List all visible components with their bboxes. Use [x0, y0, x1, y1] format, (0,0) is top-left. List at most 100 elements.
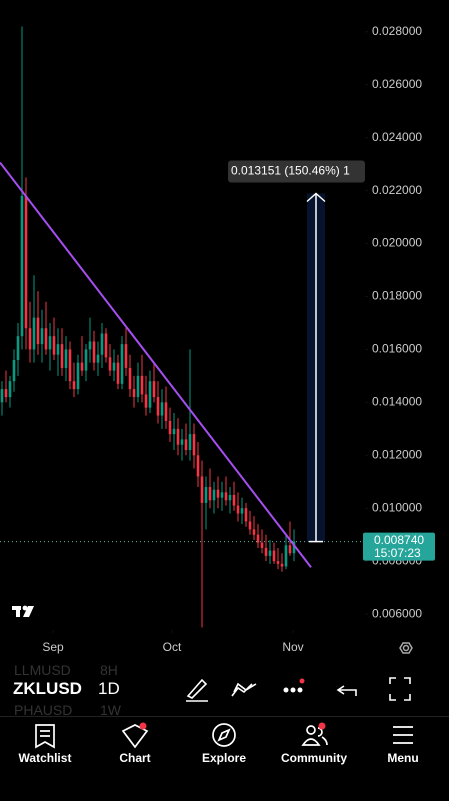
candle-body [100, 333, 104, 355]
bottom-nav: Watchlist Chart Explore Community Menu [0, 716, 449, 801]
candle-body [176, 428, 180, 445]
measure-label: 0.013151 (150.46%) 1 [231, 164, 350, 178]
nav-label[interactable]: Chart [119, 751, 151, 765]
candle-body [272, 550, 276, 562]
candle-body [112, 362, 116, 371]
candle-body [56, 344, 60, 355]
y-tick-label: 0.006000 [372, 606, 422, 620]
candle-body [232, 495, 236, 506]
candle-body [280, 563, 284, 567]
candle-body [220, 492, 224, 498]
candle-body [252, 529, 256, 535]
candle-body [28, 328, 32, 350]
logo [12, 605, 34, 617]
candle-body [120, 344, 124, 384]
candle-body [4, 389, 8, 398]
candle-body [80, 362, 84, 371]
explore-icon[interactable] [212, 723, 236, 747]
candle-body [248, 521, 252, 530]
y-tick-label: 0.014000 [372, 395, 422, 409]
candle-body [268, 550, 272, 556]
candle-body [192, 434, 196, 456]
candle-body [204, 487, 208, 503]
measure-head [306, 192, 326, 203]
candle-body [104, 333, 108, 358]
candle-body [180, 439, 184, 445]
candle-body [288, 545, 292, 554]
ghost-symbol: PHAUSD [14, 702, 73, 718]
candle-body [116, 362, 120, 384]
chart: 0.0060000.0080000.0100000.0120000.014000… [0, 24, 435, 654]
candle-body [208, 487, 212, 501]
candle-body [160, 402, 164, 416]
candle-body [64, 349, 68, 368]
candle-body [88, 341, 92, 350]
candle-body [228, 495, 232, 501]
ghost-interval: 1W [100, 702, 121, 718]
y-tick-label: 0.020000 [372, 236, 422, 250]
y-tick-label: 0.028000 [372, 24, 422, 38]
candle-body [284, 545, 288, 567]
candle-body [124, 344, 128, 368]
price-tag-label: 0.008740 [374, 533, 424, 547]
interval[interactable]: 1D [98, 679, 120, 698]
candle-body [200, 476, 204, 503]
symbol[interactable]: ZKLUSD [13, 679, 82, 698]
more-icon[interactable] [283, 678, 305, 693]
y-tick-label: 0.016000 [372, 342, 422, 356]
candle-body [148, 381, 152, 408]
candle-body [236, 505, 240, 514]
trendline [0, 161, 312, 568]
indicator-icon[interactable] [231, 682, 257, 697]
watchlist-icon[interactable] [35, 724, 55, 749]
settings-icon[interactable] [399, 642, 413, 654]
candle-body [256, 534, 260, 543]
candle-body [52, 336, 56, 355]
toolbar: LLMUSD 8H PHAUSD 1W ZKLUSD 1D [0, 662, 449, 718]
candle-body [68, 349, 72, 382]
candle-body [48, 336, 52, 350]
candle-body [16, 336, 20, 360]
undo-icon[interactable] [336, 685, 357, 696]
nav-icons [35, 722, 413, 749]
candle-body [132, 389, 136, 398]
x-tick-label: Oct [163, 640, 182, 654]
candle-body [24, 195, 28, 329]
nav-label[interactable]: Community [281, 751, 347, 765]
menu-icon[interactable] [393, 726, 413, 744]
candle-body [292, 541, 296, 554]
chart-icon[interactable] [121, 724, 149, 749]
candle-body [140, 375, 144, 395]
fullscreen-icon[interactable] [389, 677, 411, 701]
candle-body [188, 434, 192, 450]
price-tag-bg [363, 532, 435, 561]
candle-body [40, 328, 44, 345]
nav-label[interactable]: Menu [387, 751, 419, 765]
community-icon[interactable] [306, 725, 316, 735]
candle-body [260, 542, 264, 548]
nav-label[interactable]: Explore [201, 751, 246, 765]
candle-body [72, 381, 76, 390]
candle-body [32, 317, 36, 350]
candle-body [12, 360, 16, 382]
candle-body [128, 367, 132, 390]
y-tick-label: 0.024000 [372, 130, 422, 144]
candle-body [136, 375, 140, 398]
x-tick-label: Sep [42, 640, 64, 654]
candle-body [0, 389, 4, 403]
brush-icon[interactable] [186, 678, 208, 702]
candle-body [244, 508, 248, 522]
candle-body [96, 354, 100, 363]
candle-body [8, 381, 12, 398]
y-tick-label: 0.018000 [372, 289, 422, 303]
y-tick-label: 0.026000 [372, 77, 422, 91]
candle-body [196, 455, 200, 477]
nav-label[interactable]: Watchlist [18, 751, 72, 765]
candle-body [240, 508, 244, 514]
y-tick-label: 0.012000 [372, 447, 422, 461]
measure-label-bg [228, 160, 365, 183]
candle-body [264, 547, 268, 556]
ghost-symbol: LLMUSD [14, 662, 71, 678]
price-tag-countdown: 15:07:23 [374, 546, 421, 560]
candle-body [60, 344, 64, 368]
